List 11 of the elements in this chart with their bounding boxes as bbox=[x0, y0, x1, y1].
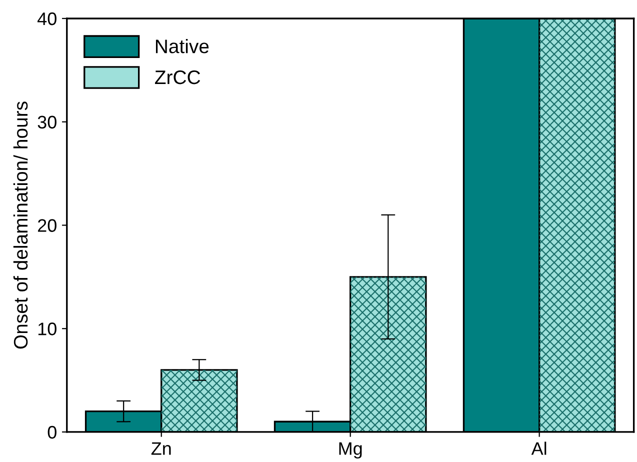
y-tick-label: 0 bbox=[48, 426, 56, 439]
y-axis-title: Onset of delamination/ hours bbox=[13, 102, 28, 349]
x-tick-label: Zn bbox=[151, 442, 171, 455]
legend-label: ZrCC bbox=[155, 70, 200, 84]
y-tick-label: 20 bbox=[38, 219, 56, 232]
y-tick-label: 30 bbox=[38, 116, 56, 129]
x-tick-label: Mg bbox=[339, 442, 362, 459]
x-tick-label: Al bbox=[531, 442, 546, 455]
y-tick-label: 40 bbox=[37, 12, 56, 26]
y-tick-label: 10 bbox=[38, 322, 56, 336]
legend-label: Native bbox=[156, 39, 209, 54]
